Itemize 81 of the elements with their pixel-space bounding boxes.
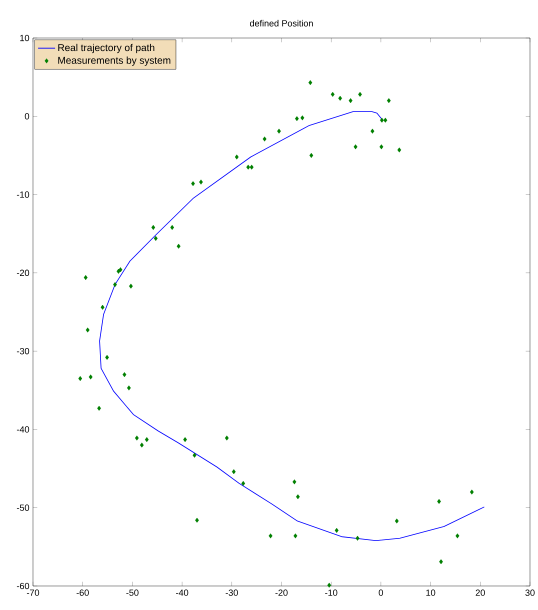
point bbox=[455, 533, 460, 538]
point bbox=[234, 154, 239, 160]
point bbox=[151, 224, 156, 230]
point bbox=[112, 282, 117, 288]
point bbox=[97, 406, 101, 411]
line-series bbox=[99, 111, 485, 541]
point bbox=[358, 92, 362, 97]
point bbox=[276, 128, 281, 134]
point bbox=[386, 98, 391, 104]
y-tick-label: -30 bbox=[16, 348, 29, 354]
point bbox=[192, 452, 196, 458]
x-tick-label: 30 bbox=[525, 590, 534, 596]
point bbox=[370, 128, 374, 134]
point bbox=[126, 385, 131, 390]
x-tick-label: -20 bbox=[275, 590, 288, 596]
x-tick-label: 10 bbox=[426, 590, 436, 596]
point bbox=[397, 147, 402, 152]
x-tick-label: 20 bbox=[476, 590, 485, 596]
chart-title: defined Position bbox=[250, 20, 313, 27]
point bbox=[190, 181, 195, 186]
x-tick-label: -60 bbox=[76, 590, 89, 596]
point bbox=[100, 304, 104, 310]
point bbox=[348, 98, 352, 104]
point bbox=[198, 180, 203, 185]
point bbox=[194, 518, 199, 523]
y-tick-label: -40 bbox=[16, 426, 29, 433]
point bbox=[134, 436, 139, 441]
point bbox=[296, 494, 300, 500]
point bbox=[353, 144, 358, 150]
point bbox=[436, 498, 441, 504]
x-tick-label: -50 bbox=[126, 590, 138, 596]
legend-label: Real trajectory of path bbox=[58, 44, 154, 54]
point bbox=[128, 284, 133, 289]
y-tick-label: 0 bbox=[24, 113, 29, 120]
point bbox=[250, 164, 254, 170]
x-tick-label: -10 bbox=[324, 590, 338, 596]
point bbox=[140, 442, 144, 448]
point bbox=[292, 479, 296, 484]
point bbox=[380, 118, 384, 123]
point bbox=[84, 275, 88, 280]
y-tick-label: -60 bbox=[16, 582, 29, 590]
point bbox=[308, 80, 312, 86]
point bbox=[176, 244, 180, 249]
point bbox=[294, 116, 299, 122]
y-tick-label: 10 bbox=[20, 34, 29, 42]
point bbox=[86, 328, 90, 332]
point bbox=[309, 152, 314, 158]
point bbox=[330, 92, 334, 97]
point bbox=[293, 533, 298, 538]
point bbox=[438, 559, 443, 564]
y-tick-label: -50 bbox=[16, 504, 29, 511]
point bbox=[122, 372, 126, 378]
point bbox=[338, 96, 342, 101]
point bbox=[144, 437, 149, 442]
point bbox=[383, 118, 388, 123]
point bbox=[268, 533, 272, 538]
x-tick-label: -40 bbox=[176, 590, 188, 596]
point bbox=[300, 115, 304, 120]
legend-label: Measurements by system bbox=[58, 56, 170, 66]
point bbox=[232, 469, 236, 474]
point bbox=[246, 164, 250, 170]
x-tick-label: -70 bbox=[26, 590, 39, 596]
y-tick-label: -10 bbox=[16, 191, 29, 198]
point bbox=[78, 376, 82, 382]
point bbox=[327, 582, 331, 588]
point bbox=[470, 490, 474, 495]
point bbox=[170, 224, 174, 230]
point bbox=[241, 480, 246, 486]
point bbox=[355, 536, 360, 541]
point bbox=[224, 436, 229, 441]
point bbox=[154, 236, 158, 241]
point bbox=[88, 374, 92, 380]
point bbox=[104, 354, 109, 360]
point bbox=[334, 528, 338, 533]
point bbox=[379, 144, 384, 150]
point bbox=[262, 136, 266, 142]
point bbox=[183, 437, 187, 442]
point bbox=[394, 518, 399, 524]
x-tick-label: 0 bbox=[378, 590, 383, 596]
x-tick-label: -30 bbox=[226, 590, 238, 596]
y-tick-label: -20 bbox=[16, 270, 29, 276]
